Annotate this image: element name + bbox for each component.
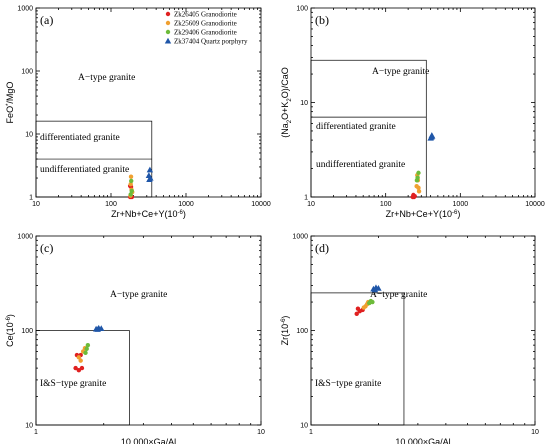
x-tick-label: 1 xyxy=(34,429,38,436)
data-point xyxy=(98,325,105,332)
legend-marker xyxy=(164,37,172,44)
legend-marker xyxy=(165,11,171,17)
y-tick-label: 10 xyxy=(25,423,33,430)
y-tick-label: 100 xyxy=(21,69,33,76)
y-axis-label: Zr(10-6) xyxy=(280,316,290,346)
data-points xyxy=(73,324,105,373)
field-label-a-type: A−type granite xyxy=(372,67,429,77)
x-tick-label: 1000 xyxy=(453,201,469,208)
data-point xyxy=(354,311,359,317)
data-point xyxy=(363,304,368,309)
y-tick-label: 100 xyxy=(296,6,308,13)
field-boundary xyxy=(35,330,130,426)
y-tick-label: 1000 xyxy=(292,234,308,241)
y-tick-label: 1 xyxy=(29,195,33,202)
plot-frame xyxy=(310,235,536,426)
data-point xyxy=(76,355,82,360)
data-points xyxy=(410,132,436,200)
data-point xyxy=(83,350,88,356)
y-axis-label: Ce(10-6) xyxy=(5,314,15,347)
field-label-a-type: A−type granite xyxy=(370,290,427,300)
data-point xyxy=(78,358,83,363)
data-points xyxy=(354,284,382,317)
data-point xyxy=(84,346,89,352)
data-point xyxy=(128,174,134,179)
y-tick-label: 1000 xyxy=(17,6,33,13)
x-tick-label: 100 xyxy=(380,201,392,208)
x-axis-label: 10,000×Ga/Al xyxy=(395,437,450,444)
data-point xyxy=(85,342,91,348)
x-axis-label: 10,000×Ga/Al xyxy=(121,437,176,444)
field-label-differentiated: differentiated granite xyxy=(316,121,396,132)
x-tick-label: 1 xyxy=(309,429,313,436)
data-point xyxy=(73,365,78,371)
panel-label: (b) xyxy=(315,13,329,27)
data-point xyxy=(76,368,82,373)
y-tick-label: 1 xyxy=(304,195,308,202)
chart-panel-b: 10 100 1000 10000110100Zr+Nb+Ce+Y(10-6)(Na2… xyxy=(280,6,545,220)
x-tick-label: 10 xyxy=(531,429,539,436)
field-boundary xyxy=(310,292,405,426)
chart-panel-c: 1 1010100100010,000×Ga/AlCe(10-6)(c)A−typ… xyxy=(5,234,265,444)
data-point xyxy=(147,174,154,181)
x-axis-label: Zr+Nb+Ce+Y(10-6) xyxy=(111,209,186,219)
panel-label: (c) xyxy=(40,241,53,255)
y-tick-label: 100 xyxy=(21,328,33,335)
data-point xyxy=(428,132,436,138)
x-tick-label: 10 xyxy=(32,201,40,208)
legend-marker xyxy=(165,29,171,35)
chart-panel-d: 1 1010100100010,000×Ga/AlZr(10-6)(d)A−typ… xyxy=(280,234,539,444)
legend-label: Zk26405 Granodiorite xyxy=(174,11,237,19)
data-point xyxy=(146,166,154,173)
data-point xyxy=(375,285,382,291)
data-point xyxy=(416,170,421,176)
field-label-a-type: A−type granite xyxy=(110,290,167,300)
data-point xyxy=(128,192,133,197)
chart-panel-a: 10 100 1000 100001101001000Zr+Nb+Ce+Y(10-6)… xyxy=(5,6,271,220)
data-point xyxy=(412,193,417,199)
panel-label: (a) xyxy=(40,13,53,27)
legend-label: Zk37404 Quartz porphyry xyxy=(174,38,248,46)
x-axis-label: Zr+Nb+Ce+Y(10-6) xyxy=(386,209,461,219)
data-points xyxy=(127,166,154,200)
y-tick-label: 10 xyxy=(300,100,308,107)
panel-label: (d) xyxy=(315,241,329,255)
data-point xyxy=(371,286,379,293)
data-point xyxy=(129,178,134,184)
field-label-a-type: A−type granite xyxy=(78,73,135,83)
data-point xyxy=(416,189,422,194)
field-boundary xyxy=(310,59,427,198)
data-point xyxy=(370,299,375,305)
field-label-undifferentiated: undifferentiated granite xyxy=(40,164,129,175)
data-point xyxy=(129,188,134,194)
field-label-is-type: I&S−type granite xyxy=(315,379,381,389)
y-tick-label: 10 xyxy=(25,132,33,139)
x-tick-label: 10 xyxy=(307,201,315,208)
y-axis-label: (Na2O+K2O)/CaO xyxy=(280,67,293,137)
x-tick-label: 10000 xyxy=(251,201,271,208)
legend-marker xyxy=(165,20,171,26)
data-point xyxy=(416,185,421,191)
y-tick-label: 1000 xyxy=(17,234,33,241)
y-axis-label: FeO*/MgO xyxy=(5,82,15,124)
field-label-is-type: I&S−type granite xyxy=(40,379,106,389)
data-point xyxy=(355,306,361,311)
y-tick-label: 10 xyxy=(300,423,308,430)
y-tick-label: 100 xyxy=(296,328,308,335)
x-tick-label: 100 xyxy=(105,201,117,208)
field-label-differentiated: differentiated granite xyxy=(40,132,120,143)
x-tick-label: 10000 xyxy=(525,201,545,208)
data-point xyxy=(79,365,85,371)
legend-label: Zk25609 Granodiorite xyxy=(174,20,237,28)
x-tick-label: 1000 xyxy=(178,201,194,208)
x-tick-label: 10 xyxy=(257,429,265,436)
field-label-undifferentiated: undifferentiated granite xyxy=(316,159,405,170)
legend-label: Zk29406 Granodiorite xyxy=(174,29,237,37)
data-point xyxy=(414,178,420,183)
data-point xyxy=(94,326,101,332)
